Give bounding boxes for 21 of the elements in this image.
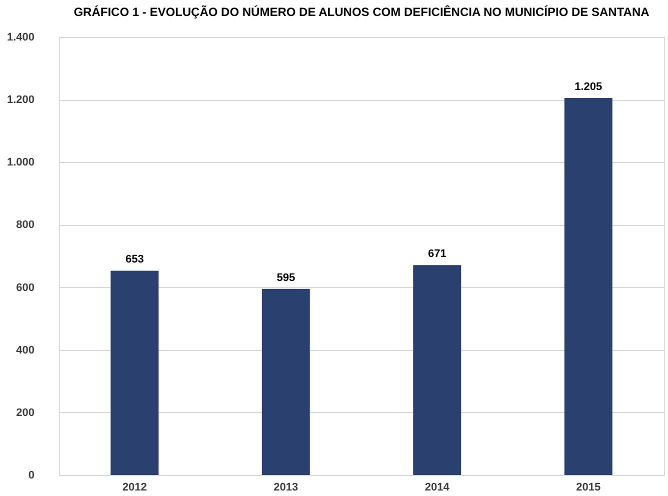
chart-title: GRÁFICO 1 - EVOLUÇÃO DO NÚMERO DE ALUNOS COM DEFICIÊNCIA NO MUNICÍPIO DE SANTANA bbox=[74, 5, 650, 19]
x-tick-label: 2014 bbox=[424, 482, 450, 494]
y-tick-label: 1.200 bbox=[6, 94, 34, 106]
data-label: 671 bbox=[428, 248, 446, 260]
bar bbox=[413, 265, 462, 475]
bar bbox=[262, 288, 310, 475]
data-label: 1.205 bbox=[574, 81, 602, 94]
bar bbox=[110, 270, 159, 475]
x-tick-label: 2015 bbox=[576, 482, 601, 494]
y-tick-label: 600 bbox=[16, 282, 34, 294]
x-tick-label: 2012 bbox=[122, 482, 147, 494]
y-tick-label: 0 bbox=[28, 470, 34, 482]
y-tick-label: 200 bbox=[16, 406, 34, 419]
x-tick-label: 2013 bbox=[274, 482, 298, 494]
y-tick-label: 800 bbox=[16, 219, 34, 232]
data-label: 653 bbox=[125, 254, 144, 266]
data-label: 595 bbox=[276, 272, 296, 284]
y-tick-label: 1.000 bbox=[6, 156, 34, 169]
bar bbox=[564, 98, 612, 475]
y-tick-label: 400 bbox=[16, 344, 34, 356]
y-tick-label: 1.400 bbox=[6, 32, 34, 44]
